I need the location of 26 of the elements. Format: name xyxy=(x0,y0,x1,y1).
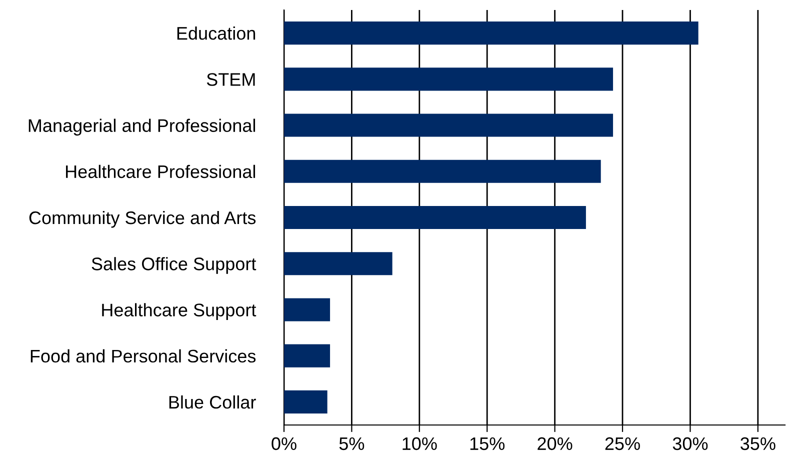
y-tick-label: Sales Office Support xyxy=(92,257,256,274)
y-tick-label: Managerial and Professional xyxy=(28,118,256,136)
x-tick-label: 15% xyxy=(470,437,505,450)
y-tick-label: Food and Personal Services xyxy=(30,349,256,363)
x-tick-label: 30% xyxy=(672,437,708,450)
bar xyxy=(284,298,330,322)
bar xyxy=(284,68,614,91)
bar xyxy=(284,22,698,45)
bar xyxy=(284,114,614,137)
y-tick-label: Blue Collar xyxy=(169,395,256,409)
x-tick-label: 5% xyxy=(339,437,364,450)
y-tick-label: Community Service and Arts xyxy=(29,210,256,228)
y-tick-label: Education xyxy=(177,26,256,40)
x-tick-label: 25% xyxy=(605,437,640,450)
x-tick-label: 35% xyxy=(740,437,776,450)
y-tick-label: STEM xyxy=(206,73,255,86)
bar xyxy=(284,344,330,368)
bar xyxy=(284,252,392,276)
x-tick-label: 0% xyxy=(272,437,296,450)
y-tick-label: Healthcare Professional xyxy=(66,164,256,178)
bar xyxy=(284,390,328,414)
bar xyxy=(284,160,601,183)
x-tick-label: 10% xyxy=(402,437,437,450)
bar xyxy=(284,206,586,230)
y-tick-label: Healthcare Support xyxy=(102,303,256,320)
x-tick-label: 20% xyxy=(538,437,572,450)
